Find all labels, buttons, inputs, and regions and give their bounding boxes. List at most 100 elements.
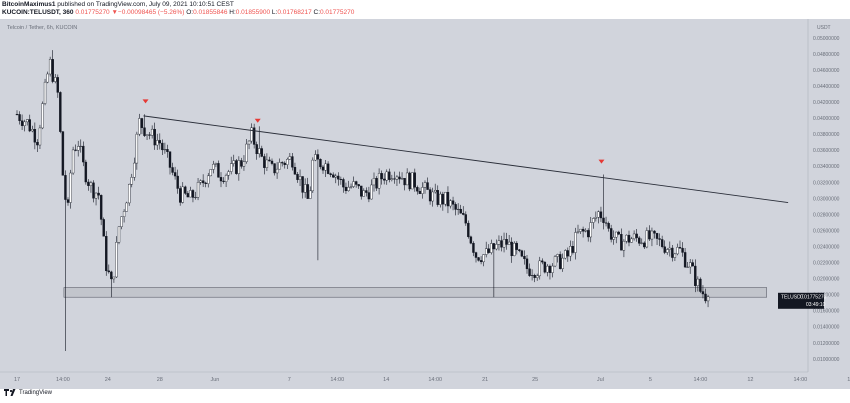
candle-body <box>260 148 263 157</box>
candle-body <box>247 140 251 145</box>
candle-body <box>263 156 266 168</box>
candle-body <box>268 159 271 162</box>
candle-body <box>370 184 373 200</box>
candle-body <box>400 178 404 180</box>
candle-body <box>375 178 378 189</box>
candle-body <box>184 186 187 194</box>
candle-body <box>648 230 651 240</box>
support-zone[interactable] <box>63 287 768 298</box>
candle-body <box>150 128 154 136</box>
candle-body <box>592 218 595 223</box>
candle-body <box>660 239 664 247</box>
candle-body <box>482 254 485 263</box>
time-tick-label: Jun <box>210 377 219 383</box>
candle-body <box>357 184 360 187</box>
low-label: L: <box>271 9 278 16</box>
candle-body <box>166 149 169 152</box>
candle-body <box>602 217 605 223</box>
candle-body <box>538 260 541 277</box>
chart-area[interactable]: 0.05000000 0.04800000 0.04600000 0.04400000… <box>0 19 850 389</box>
candle-body <box>668 247 671 250</box>
candle-body <box>33 129 37 143</box>
publisher-name[interactable]: BitcoinMaximus1 <box>2 1 56 8</box>
candle-body <box>609 228 613 240</box>
candle-body <box>54 77 57 82</box>
price-tick-label: 0.02400000 <box>813 244 840 250</box>
candle-body <box>321 166 325 171</box>
candle-body <box>372 178 376 186</box>
candle-body <box>462 213 465 215</box>
candle-body <box>446 191 450 207</box>
candle-body <box>127 184 131 204</box>
candle-body <box>579 228 582 232</box>
candle-body <box>143 127 146 136</box>
candle-body <box>48 59 52 75</box>
candle-body <box>339 178 343 180</box>
candle-body <box>232 160 235 164</box>
descending-trendline[interactable] <box>143 115 789 203</box>
footer-brand[interactable]: TradingView <box>19 389 53 396</box>
chart-legend: Telcoin / Tether, 6h, KUCOIN <box>7 25 78 31</box>
candle-body <box>456 208 460 210</box>
candle-body <box>444 191 447 205</box>
candle-body <box>472 242 475 253</box>
candle-body <box>196 182 200 198</box>
candle-body <box>597 211 600 218</box>
candle-body <box>115 242 118 278</box>
price-tick-label: 0.01400000 <box>813 325 840 331</box>
candle-body <box>110 271 113 280</box>
candle-body <box>689 262 692 268</box>
candle-body <box>293 167 297 175</box>
price-tick-label: 0.03000000 <box>813 196 840 202</box>
change-down-icon: ▼ <box>111 9 118 16</box>
candle-body <box>645 230 649 248</box>
candle-body <box>309 190 312 199</box>
candle-body <box>553 256 557 267</box>
candle-body <box>245 143 248 163</box>
candle-body <box>122 211 126 217</box>
candle-body <box>186 193 190 198</box>
candle-body <box>449 200 452 207</box>
time-tick-label: 14:00 <box>793 377 807 383</box>
price-chart[interactable]: 0.05000000 0.04800000 0.04600000 0.04400000… <box>0 19 850 389</box>
candle-body <box>61 131 65 176</box>
candle-body <box>541 260 544 263</box>
candle-body <box>421 187 424 194</box>
published-text: published on TradingView.com, July 09, 2… <box>55 1 234 8</box>
plot-background <box>0 19 808 372</box>
candle-body <box>176 175 179 189</box>
candle-body <box>584 230 587 232</box>
candle-body <box>525 258 529 270</box>
candle-body <box>168 151 172 168</box>
candle-body <box>329 173 332 175</box>
tradingview-logo-icon <box>4 389 16 396</box>
candle-body <box>495 244 498 250</box>
candle-body <box>385 171 388 181</box>
open-label: O: <box>186 9 194 16</box>
candle-body <box>459 208 462 214</box>
candle-body <box>655 233 659 239</box>
candle-body <box>148 134 151 136</box>
time-tick-label: 14:00 <box>56 377 70 383</box>
candle-body <box>303 184 307 193</box>
candle-body <box>204 182 207 184</box>
candle-body <box>92 182 95 199</box>
candle-body <box>319 159 322 168</box>
candle-body <box>59 92 62 132</box>
last-price-tag[interactable]: TELUSDT 0.01775270 03:49:10 <box>778 292 827 309</box>
candle-body <box>383 178 386 181</box>
candle-body <box>314 154 317 161</box>
candle-body <box>571 246 575 253</box>
candle-body <box>469 236 473 244</box>
price-tick-label: 0.04200000 <box>813 100 840 106</box>
candle-body <box>173 172 177 177</box>
time-tick-label: 28 <box>157 377 163 383</box>
candle-body <box>219 177 223 182</box>
time-tick-label: 17 <box>14 377 20 383</box>
candle-body <box>490 243 493 253</box>
candle-body <box>683 252 687 268</box>
price-tick-label: 0.04400000 <box>813 84 840 90</box>
candle-body <box>316 154 320 160</box>
candle-body <box>270 160 274 164</box>
candle-body <box>158 140 162 144</box>
